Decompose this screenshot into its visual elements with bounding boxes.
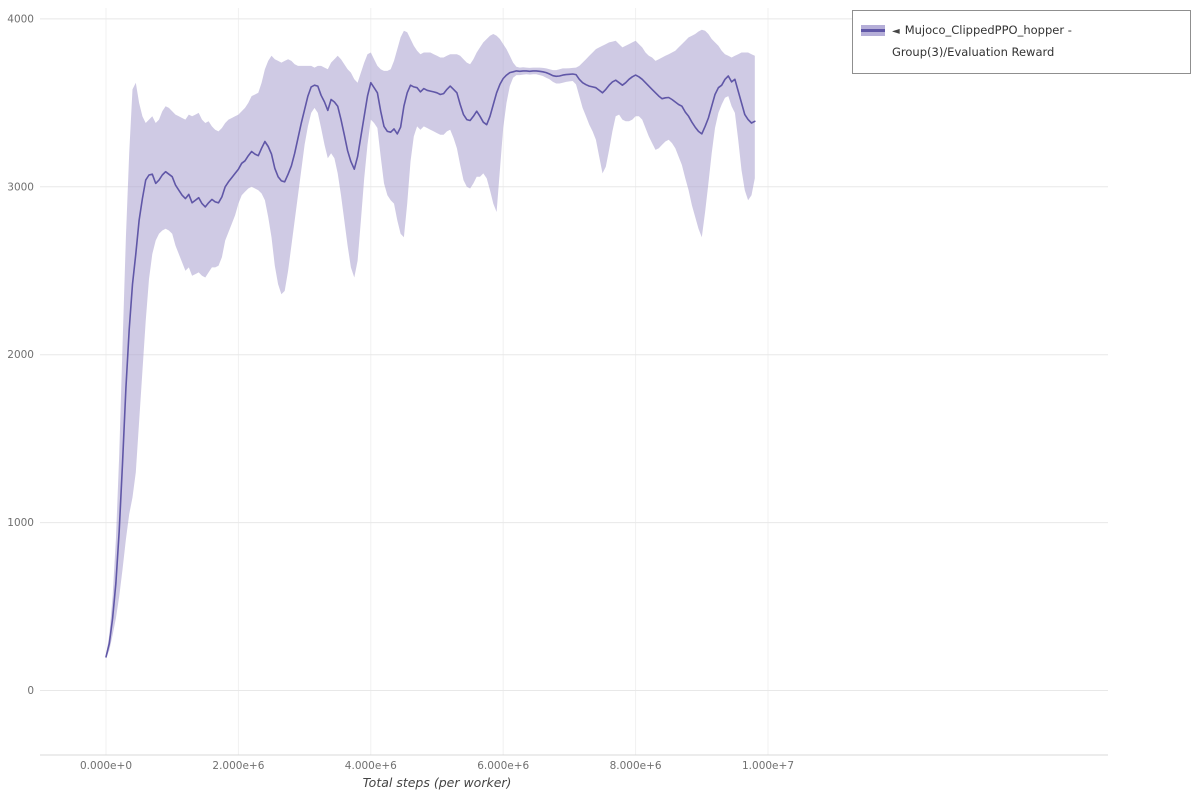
legend-label: ◄ Mujoco_ClippedPPO_hopper - Group(3)/Eva… bbox=[892, 20, 1182, 63]
collapse-left-icon[interactable]: ◄ bbox=[892, 26, 900, 37]
y-tick-label: 4000 bbox=[7, 13, 34, 25]
legend: ◄ Mujoco_ClippedPPO_hopper - Group(3)/Eva… bbox=[852, 10, 1191, 74]
x-tick-label: 8.000e+6 bbox=[610, 760, 662, 772]
x-axis-title: Total steps (per worker) bbox=[362, 775, 512, 790]
legend-swatch-line bbox=[861, 29, 885, 32]
x-tick-label: 1.000e+7 bbox=[742, 760, 794, 772]
y-tick-label: 0 bbox=[27, 685, 34, 697]
y-tick-label: 3000 bbox=[7, 181, 34, 193]
x-tick-label: 6.000e+6 bbox=[477, 760, 529, 772]
legend-label-text: Mujoco_ClippedPPO_hopper - Group(3)/Eval… bbox=[892, 23, 1072, 59]
y-tick-label: 1000 bbox=[7, 517, 34, 529]
confidence-band bbox=[106, 29, 755, 659]
x-tick-label: 4.000e+6 bbox=[345, 760, 397, 772]
x-tick-label: 0.000e+0 bbox=[80, 760, 132, 772]
legend-item-evaluation-reward[interactable]: ◄ Mujoco_ClippedPPO_hopper - Group(3)/Eva… bbox=[861, 20, 1182, 63]
legend-swatch bbox=[861, 25, 885, 36]
x-tick-label: 2.000e+6 bbox=[212, 760, 264, 772]
y-tick-label: 2000 bbox=[7, 349, 34, 361]
mean-reward-line bbox=[105, 70, 756, 658]
